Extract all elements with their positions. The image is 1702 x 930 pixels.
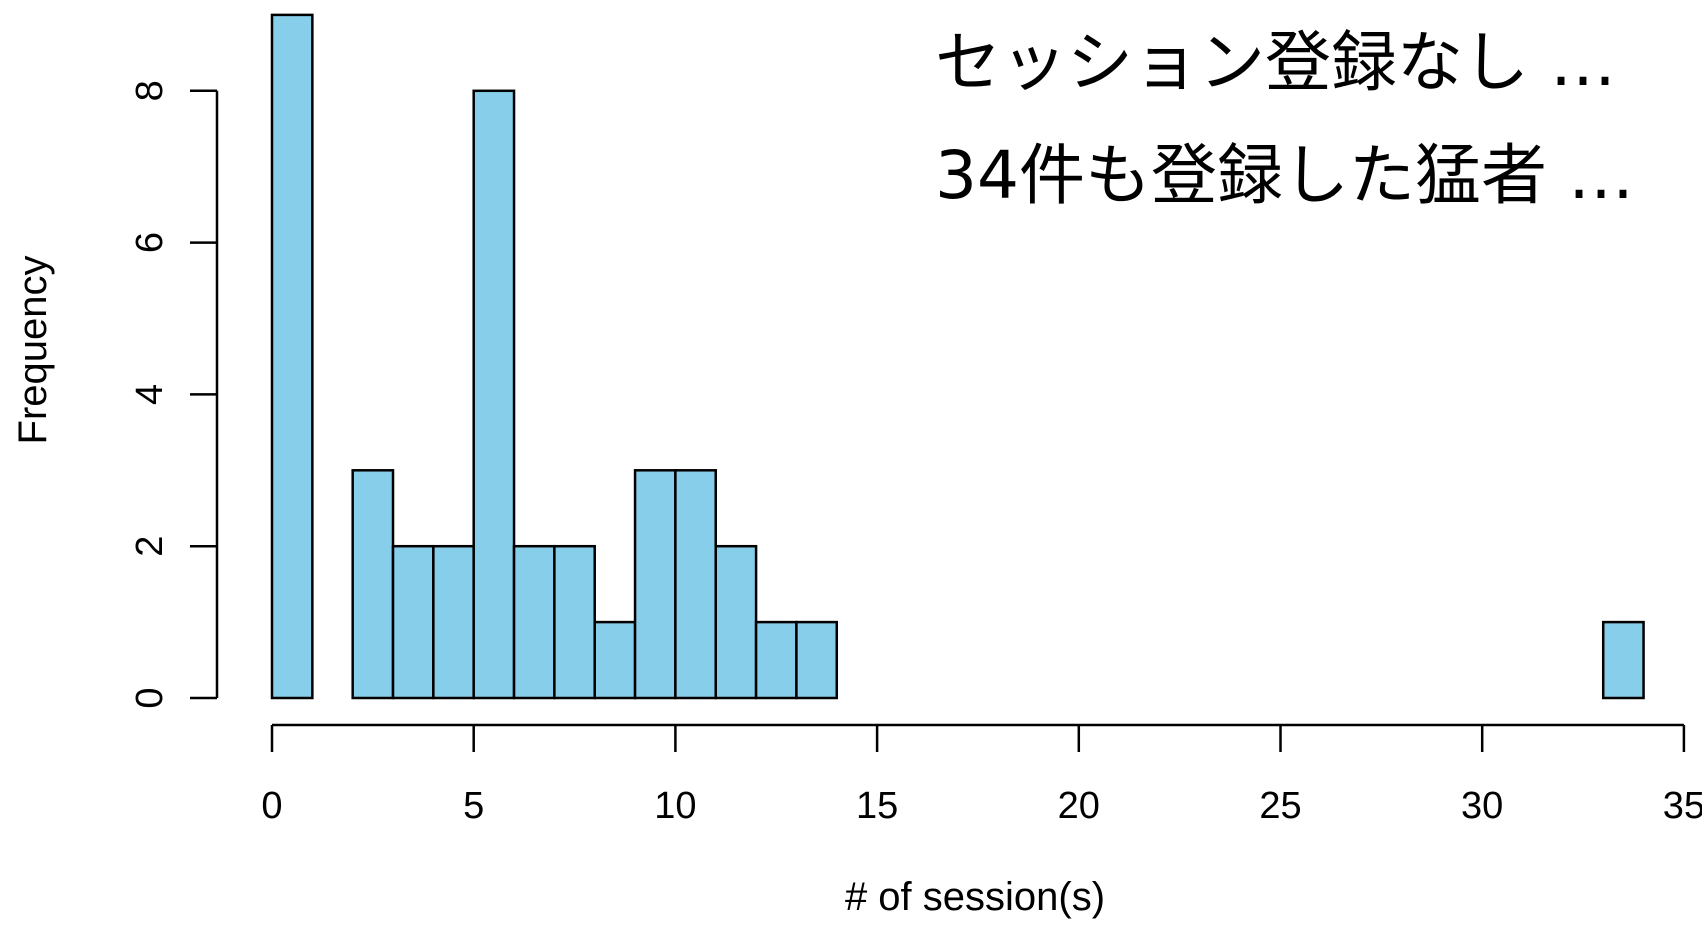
histogram-bar — [391, 544, 435, 700]
histogram-bar — [674, 469, 717, 700]
x-tick-label: 15 — [856, 785, 898, 827]
annotation-34-sessions: 34件も登録した猛者 … — [935, 137, 1634, 214]
histogram-bar — [714, 544, 758, 700]
y-axis-title: Frequency — [11, 256, 55, 445]
bars-group — [270, 13, 1645, 700]
histogram-bar — [351, 469, 395, 700]
y-tick-label: 4 — [129, 384, 171, 405]
annotation-no-sessions: セッション登録なし … — [935, 24, 1616, 101]
y-tick-label: 0 — [129, 687, 171, 708]
histogram-bar — [795, 620, 839, 700]
histogram-bar — [512, 544, 556, 700]
x-tick-label: 5 — [463, 785, 484, 827]
histogram-bar — [553, 544, 596, 700]
y-tick-label: 6 — [129, 232, 171, 253]
x-tick-label: 20 — [1058, 785, 1100, 827]
histogram-bar — [754, 620, 798, 700]
histogram-bar — [472, 89, 516, 700]
x-tick-label: 25 — [1259, 785, 1301, 827]
x-tick-label: 35 — [1663, 785, 1702, 827]
y-tick-label: 8 — [129, 80, 171, 101]
histogram-bar — [270, 13, 314, 700]
x-tick-label: 0 — [261, 785, 282, 827]
histogram-bar — [432, 544, 475, 700]
x-axis-title: # of session(s) — [845, 875, 1105, 919]
histogram-bar — [633, 469, 677, 700]
y-tick-label: 2 — [129, 536, 171, 557]
histogram-bar — [593, 620, 637, 700]
x-axis: 0 5 10 15 20 25 30 35 — [261, 723, 1702, 827]
x-tick-label: 10 — [654, 785, 696, 827]
y-axis: 0 2 4 6 8 — [129, 80, 219, 709]
histogram-bar — [1601, 620, 1645, 700]
x-tick-label: 30 — [1461, 785, 1503, 827]
